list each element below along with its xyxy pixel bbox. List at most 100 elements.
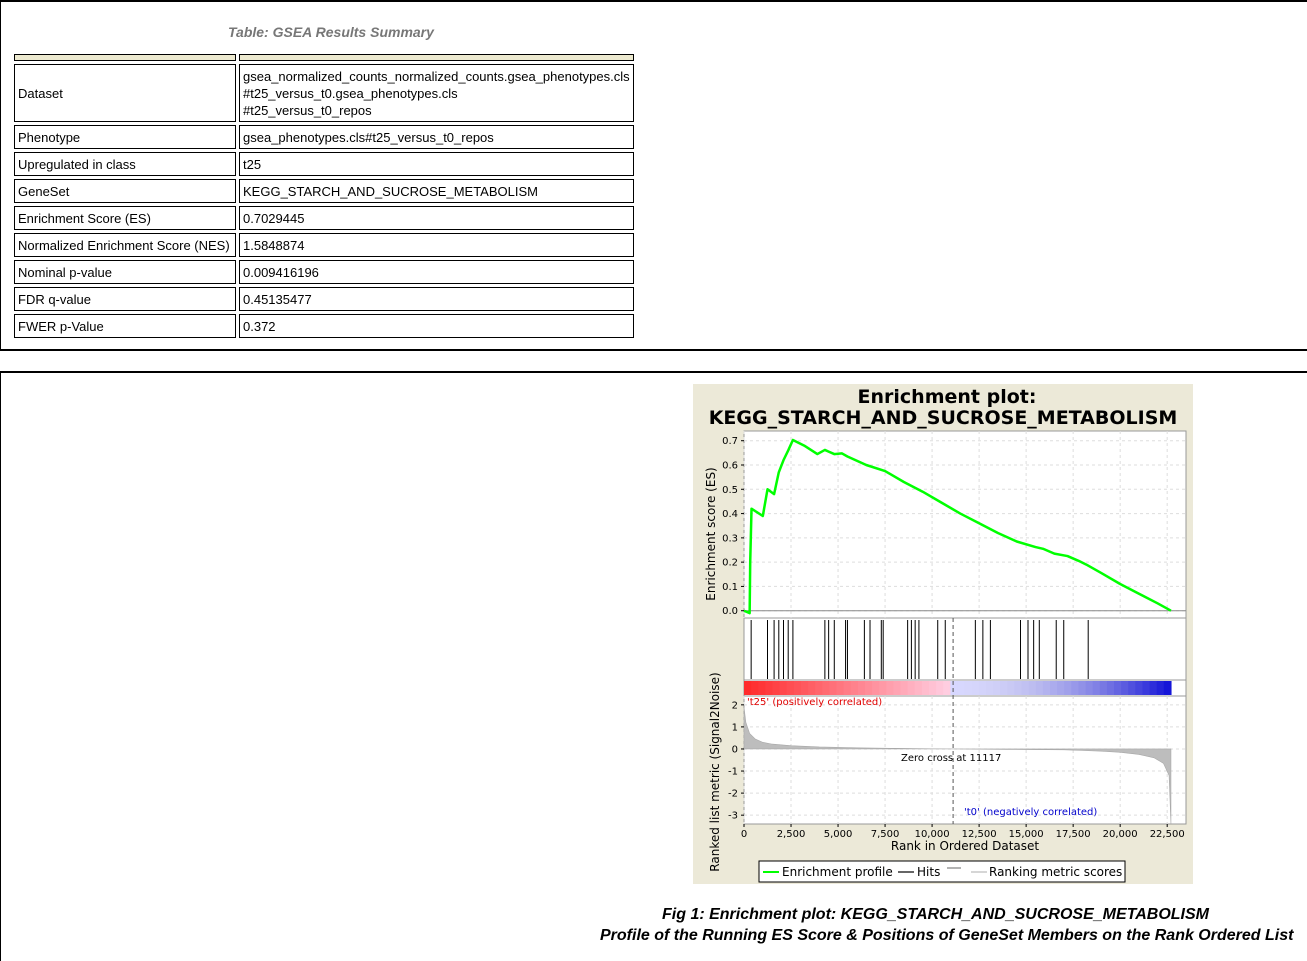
row-key: GeneSet (14, 179, 236, 203)
row-key: Normalized Enrichment Score (NES) (14, 233, 236, 257)
es-line-group (743, 438, 1172, 615)
heatbar-segment (929, 681, 937, 695)
es-y-tick-label: 0.7 (722, 436, 738, 447)
row-key: Dataset (14, 64, 236, 122)
heatbar-segment (900, 681, 909, 695)
x-tick-label: 7,500 (871, 829, 900, 840)
table-header-row (14, 54, 634, 61)
heatbar-segment (1163, 681, 1172, 695)
heatbar-segment (779, 681, 788, 695)
hits-group (750, 620, 1089, 679)
table-caption: Table: GSEA Results Summary (228, 24, 434, 40)
heatbar-segment (808, 681, 816, 695)
heatbar-segment (978, 681, 987, 695)
es-y-tick-label: 0.4 (722, 509, 738, 520)
heatbar-segment (843, 681, 852, 695)
x-tick-label: 0 (741, 829, 747, 840)
metric-y-tick-label: -2 (728, 789, 738, 800)
heatbar-segment (857, 681, 866, 695)
heatbar-segment (815, 681, 823, 695)
heatbar-segment (879, 681, 887, 695)
row-key: FDR q-value (14, 287, 236, 311)
heatbar-segment (836, 681, 845, 695)
table-row: Upregulated in class t25 (14, 152, 634, 176)
row-value: t25 (239, 152, 634, 176)
figure-caption-line1: Fig 1: Enrichment plot: KEGG_STARCH_AND_… (662, 906, 1209, 923)
dataset-line: #t25_versus_t0.gsea_phenotypes.cls (243, 85, 458, 101)
x-tick-label: 20,000 (1103, 829, 1138, 840)
heatbar-segment (1128, 681, 1136, 695)
heatbar-segment (1121, 681, 1129, 695)
rank-heatbar (744, 681, 1172, 695)
heatbar-segment (964, 681, 973, 695)
heatbar-segment (1007, 681, 1016, 695)
heatbar-segment (921, 681, 930, 695)
dataset-line: gsea_normalized_counts_normalized_counts… (243, 68, 630, 84)
heatbar-segment (751, 681, 759, 695)
metric-y-axis-label: Ranked list metric (Signal2Noise) (708, 672, 722, 871)
heatbar-segment (914, 681, 923, 695)
row-value: gsea_phenotypes.cls#t25_versus_t0_repos (239, 125, 634, 149)
heatbar-segment (1014, 681, 1023, 695)
row-value: KEGG_STARCH_AND_SUCROSE_METABOLISM (239, 179, 634, 203)
heatbar-segment (957, 681, 966, 695)
legend-es-label: Enrichment profile (782, 865, 893, 879)
metric-y-tick-label: 1 (732, 722, 738, 733)
enrichment-plot-svg: Enrichment plot: KEGG_STARCH_AND_SUCROSE… (704, 386, 1187, 883)
metric-area-group (743, 618, 1172, 825)
row-key: Phenotype (14, 125, 236, 149)
figure-caption-line2: Profile of the Running ES Score & Positi… (600, 927, 1294, 944)
heatbar-segment (772, 681, 781, 695)
x-tick-label: 5,000 (824, 829, 853, 840)
heatbar-segment (850, 681, 859, 695)
heatbar-segment (1035, 681, 1044, 695)
heatbar-segment (800, 681, 809, 695)
heatbar-segment (1099, 681, 1108, 695)
row-key: Enrichment Score (ES) (14, 206, 236, 230)
header-cell (14, 54, 236, 61)
x-tick-label: 15,000 (1009, 829, 1044, 840)
heatbar-segment (1078, 681, 1087, 695)
legend-hits-label: Hits (917, 865, 940, 879)
es-y-tick-label: 0.2 (722, 558, 738, 569)
es-grid (743, 431, 1186, 618)
heatbar-segment (993, 681, 1001, 695)
heatbar-segment (950, 681, 959, 695)
heatbar-segment (1064, 681, 1072, 695)
row-value: 0.7029445 (239, 206, 634, 230)
heatbar-segment (793, 681, 802, 695)
metric-y-tick-label: 2 (732, 700, 738, 711)
heatbar-segment (943, 681, 951, 695)
table-row: FDR q-value 0.45135477 (14, 287, 634, 311)
heatbar-segment (985, 681, 994, 695)
heatbar-segment (886, 681, 895, 695)
row-value: 0.45135477 (239, 287, 634, 311)
dataset-line: #t25_versus_t0_repos (243, 102, 372, 118)
heatbar-segment (786, 681, 795, 695)
heatbar-segment (864, 681, 873, 695)
x-tick-label: 22,500 (1150, 829, 1185, 840)
plot-title-line2: KEGG_STARCH_AND_SUCROSE_METABOLISM (709, 407, 1178, 429)
heatbar-segment (936, 681, 944, 695)
table-row: Nominal p-value 0.009416196 (14, 260, 634, 284)
heatbar-segment (1000, 681, 1008, 695)
heatbar-segment (1028, 681, 1037, 695)
metric-y-tick-label: -1 (728, 767, 738, 778)
row-key: FWER p-Value (14, 314, 236, 338)
heatbar-segment (765, 681, 774, 695)
es-line (743, 438, 1172, 615)
figure-panel (0, 371, 1307, 961)
x-ticks: 0 2,500 5,000 7,500 10,000 12,500 15,000 17,500… (741, 824, 1185, 840)
x-tick-label: 12,500 (962, 829, 997, 840)
es-y-tick-label: 0.6 (722, 461, 738, 472)
heatbar-segment (758, 681, 766, 695)
heatbar-segment (744, 681, 752, 695)
metric-plot-area (743, 695, 1187, 825)
row-value: 0.009416196 (239, 260, 634, 284)
es-y-tick-label: 0.5 (722, 485, 738, 496)
heatbar-segment (1071, 681, 1080, 695)
es-y-tick-label: 0.0 (722, 606, 738, 617)
metric-y-tick-label: -3 (728, 811, 738, 822)
plot-title-line1: Enrichment plot: (858, 386, 1037, 408)
heatbar-segment (907, 681, 916, 695)
